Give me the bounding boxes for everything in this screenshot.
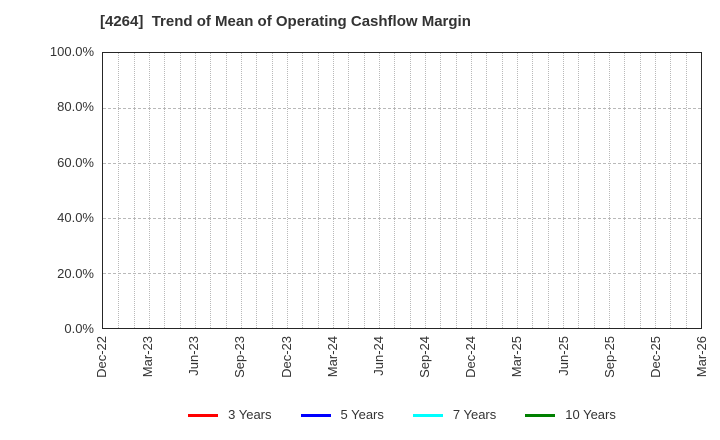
horizontal-gridline: [103, 273, 701, 274]
legend-container: 3 Years 5 Years 7 Years 10 Years: [102, 403, 702, 427]
vertical-gridline: [455, 53, 457, 328]
vertical-gridline: [670, 53, 672, 328]
y-axis-tick-label: 100.0%: [49, 44, 94, 59]
vertical-gridline: [547, 53, 549, 328]
y-axis-tick-label: 0.0%: [64, 321, 94, 336]
vertical-gridline: [164, 53, 166, 328]
vertical-gridline: [133, 53, 135, 328]
legend-line-swatch: [412, 413, 443, 417]
y-axis-tick-label: 60.0%: [57, 154, 94, 170]
vertical-gridline: [179, 53, 181, 328]
vertical-gridline: [609, 53, 610, 328]
vertical-gridline: [317, 53, 319, 328]
legend-line-swatch: [188, 413, 219, 417]
legend-label: 3 Years: [228, 407, 272, 422]
chart-title: [4264] Trend of Mean of Operating Cashfl…: [100, 13, 471, 30]
vertical-gridline: [287, 53, 288, 328]
vertical-gridline: [624, 53, 626, 328]
vertical-gridline: [149, 53, 150, 328]
vertical-gridline: [563, 53, 564, 328]
legend-label: 10 Years: [565, 407, 616, 422]
legend-line-swatch: [300, 413, 331, 417]
legend-item-10-years: 10 Years: [525, 408, 616, 422]
vertical-gridline: [655, 53, 656, 328]
vertical-gridline: [486, 53, 488, 328]
vertical-gridline: [302, 53, 304, 328]
legend-item-5-years: 5 Years: [300, 407, 384, 422]
vertical-gridline: [271, 53, 273, 328]
vertical-gridline: [348, 53, 350, 328]
horizontal-gridline: [103, 163, 701, 164]
vertical-gridline: [241, 53, 242, 328]
vertical-gridline: [225, 53, 227, 328]
vertical-gridline: [363, 53, 365, 328]
vertical-gridline: [394, 53, 396, 328]
legend-item-7-years: 7 Years: [412, 407, 497, 422]
vertical-gridline: [471, 53, 472, 328]
vertical-gridline: [593, 53, 595, 328]
vertical-gridline: [118, 53, 120, 328]
vertical-gridline: [210, 53, 212, 328]
vertical-gridline: [685, 53, 687, 328]
y-axis-tick-label: 40.0%: [57, 210, 94, 226]
vertical-gridline: [578, 53, 580, 328]
vertical-gridline: [532, 53, 534, 328]
vertical-gridline: [333, 53, 334, 328]
vertical-gridline: [379, 53, 380, 328]
vertical-gridline: [639, 53, 641, 328]
vertical-gridline: [195, 53, 196, 328]
vertical-gridline: [409, 53, 411, 328]
legend-label: 5 Years: [340, 407, 384, 422]
legend-line-swatch: [525, 413, 556, 417]
y-axis-tick-label: 80.0%: [57, 99, 94, 115]
vertical-gridline: [517, 53, 518, 328]
plot-area: [102, 52, 702, 329]
vertical-gridline: [440, 53, 442, 328]
legend: 3 Years 5 Years 7 Years 10 Years: [188, 408, 616, 422]
y-axis-tick-label: 20.0%: [57, 265, 94, 281]
legend-item-3-years: 3 Years: [188, 407, 272, 422]
vertical-gridline: [501, 53, 503, 328]
vertical-gridline: [256, 53, 258, 328]
legend-label: 7 Years: [452, 407, 497, 422]
horizontal-gridline: [103, 108, 701, 109]
horizontal-gridline: [103, 218, 701, 219]
vertical-gridline: [425, 53, 426, 328]
